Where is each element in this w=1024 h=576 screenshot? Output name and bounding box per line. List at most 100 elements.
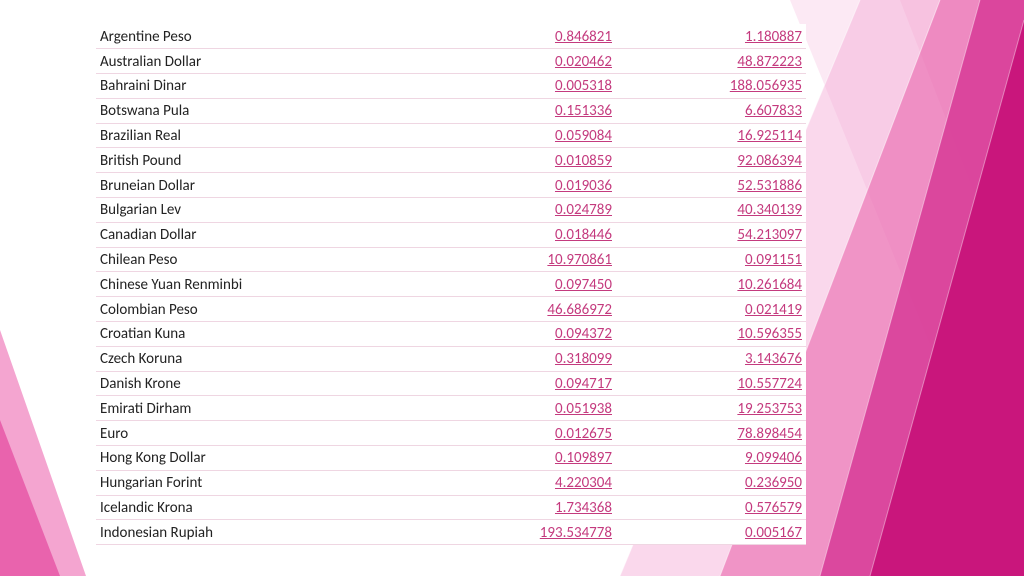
inverse-link[interactable]: 188.056935	[730, 77, 802, 95]
currency-name: Brazilian Real	[96, 123, 436, 148]
inverse-link[interactable]: 3.143676	[745, 350, 802, 368]
currency-name: Chilean Peso	[96, 247, 436, 272]
inverse-cell: 0.091151	[616, 247, 806, 272]
rate-cell: 0.059084	[436, 123, 616, 148]
rate-link[interactable]: 193.534778	[540, 524, 612, 542]
rate-link[interactable]: 10.970861	[547, 251, 612, 269]
currency-name: Croatian Kuna	[96, 322, 436, 347]
table-row: Emirati Dirham0.05193819.253753	[96, 396, 806, 421]
rate-cell: 0.024789	[436, 198, 616, 223]
rate-cell: 0.109897	[436, 446, 616, 471]
rate-cell: 0.019036	[436, 173, 616, 198]
inverse-link[interactable]: 0.005167	[745, 524, 802, 542]
inverse-link[interactable]: 6.607833	[745, 102, 802, 120]
inverse-link[interactable]: 10.596355	[737, 325, 802, 343]
currency-name: Indonesian Rupiah	[96, 520, 436, 545]
rate-link[interactable]: 0.846821	[555, 28, 612, 46]
table-row: Hong Kong Dollar0.1098979.099406	[96, 446, 806, 471]
rate-link[interactable]: 0.020462	[555, 53, 612, 71]
inverse-link[interactable]: 0.236950	[745, 474, 802, 492]
inverse-link[interactable]: 0.576579	[745, 499, 802, 517]
table-row: Chilean Peso 10.970861 0.091151	[96, 247, 806, 272]
currency-name: Danish Krone	[96, 371, 436, 396]
table-row: Croatian Kuna 0.094372 10.596355	[96, 322, 806, 347]
inverse-cell: 6.607833	[616, 98, 806, 123]
rate-link[interactable]: 0.059084	[555, 127, 612, 145]
inverse-link[interactable]: 0.091151	[745, 251, 802, 269]
inverse-cell: 40.340139	[616, 198, 806, 223]
currency-name: Canadian Dollar	[96, 222, 436, 247]
rate-link[interactable]: 0.019036	[555, 177, 612, 195]
inverse-cell: 10.596355	[616, 322, 806, 347]
rate-link[interactable]: 0.151336	[555, 102, 612, 120]
currency-table: Argentine Peso0.8468211.180887Australian…	[96, 24, 806, 545]
inverse-link[interactable]: 78.898454	[737, 425, 802, 443]
inverse-link[interactable]: 40.340139	[737, 201, 802, 219]
rate-link[interactable]: 0.318099	[555, 350, 612, 368]
inverse-link[interactable]: 92.086394	[737, 152, 802, 170]
inverse-cell: 92.086394	[616, 148, 806, 173]
inverse-link[interactable]: 52.531886	[737, 177, 802, 195]
inverse-link[interactable]: 16.925114	[737, 127, 802, 145]
table-row: Bahraini Dinar 0.005318 188.056935	[96, 74, 806, 99]
rate-link[interactable]: 0.012675	[555, 425, 612, 443]
rate-link[interactable]: 0.018446	[555, 226, 612, 244]
table-row: Canadian Dollar 0.018446 54.213097	[96, 222, 806, 247]
table-row: Danish Krone 0.094717 10.557724	[96, 371, 806, 396]
currency-name: Bulgarian Lev	[96, 198, 436, 223]
rate-link[interactable]: 0.097450	[555, 276, 612, 294]
rate-link[interactable]: 0.024789	[555, 201, 612, 219]
inverse-cell: 3.143676	[616, 346, 806, 371]
table-row: Icelandic Krona 1.734368 0.576579	[96, 495, 806, 520]
rate-cell: 0.010859	[436, 148, 616, 173]
table-row: Hungarian Forint 4.220304 0.236950	[96, 470, 806, 495]
currency-name: Botswana Pula	[96, 98, 436, 123]
inverse-link[interactable]: 48.872223	[737, 53, 802, 71]
currency-name: Bahraini Dinar	[96, 74, 436, 99]
rate-link[interactable]: 0.010859	[555, 152, 612, 170]
currency-name: Bruneian Dollar	[96, 173, 436, 198]
table-row: Czech Koruna0.3180993.143676	[96, 346, 806, 371]
currency-name: Argentine Peso	[96, 24, 436, 49]
rate-cell: 0.005318	[436, 74, 616, 99]
inverse-link[interactable]: 19.253753	[737, 400, 802, 418]
inverse-link[interactable]: 10.261684	[737, 276, 802, 294]
currency-name: Icelandic Krona	[96, 495, 436, 520]
rate-link[interactable]: 1.734368	[555, 499, 612, 517]
inverse-link[interactable]: 54.213097	[737, 226, 802, 244]
rate-link[interactable]: 4.220304	[555, 474, 612, 492]
rate-cell: 0.094717	[436, 371, 616, 396]
rate-cell: 193.534778	[436, 520, 616, 545]
table-row: Botswana Pula 0.151336 6.607833	[96, 98, 806, 123]
table-row: Colombian Peso46.6869720.021419	[96, 297, 806, 322]
rate-link[interactable]: 0.094372	[555, 325, 612, 343]
currency-name: Hungarian Forint	[96, 470, 436, 495]
inverse-cell: 48.872223	[616, 49, 806, 74]
inverse-link[interactable]: 10.557724	[737, 375, 802, 393]
rate-cell: 4.220304	[436, 470, 616, 495]
rate-link[interactable]: 0.109897	[555, 449, 612, 467]
rate-cell: 0.094372	[436, 322, 616, 347]
inverse-cell: 78.898454	[616, 421, 806, 446]
inverse-cell: 52.531886	[616, 173, 806, 198]
currency-table-container: Argentine Peso0.8468211.180887Australian…	[96, 24, 806, 545]
rate-link[interactable]: 46.686972	[547, 301, 612, 319]
inverse-cell: 10.261684	[616, 272, 806, 297]
rate-link[interactable]: 0.094717	[555, 375, 612, 393]
inverse-link[interactable]: 1.180887	[745, 28, 802, 46]
table-row: Australian Dollar0.02046248.872223	[96, 49, 806, 74]
inverse-cell: 54.213097	[616, 222, 806, 247]
rate-cell: 0.846821	[436, 24, 616, 49]
rate-cell: 0.020462	[436, 49, 616, 74]
inverse-link[interactable]: 9.099406	[745, 449, 802, 467]
rate-link[interactable]: 0.051938	[555, 400, 612, 418]
table-row: Argentine Peso 0.846821 1.180887	[96, 24, 806, 49]
rate-cell: 10.970861	[436, 247, 616, 272]
rate-cell: 0.051938	[436, 396, 616, 421]
rate-cell: 1.734368	[436, 495, 616, 520]
inverse-cell: 0.576579	[616, 495, 806, 520]
inverse-cell: 19.253753	[616, 396, 806, 421]
inverse-link[interactable]: 0.021419	[745, 301, 802, 319]
rate-link[interactable]: 0.005318	[555, 77, 612, 95]
currency-name: British Pound	[96, 148, 436, 173]
